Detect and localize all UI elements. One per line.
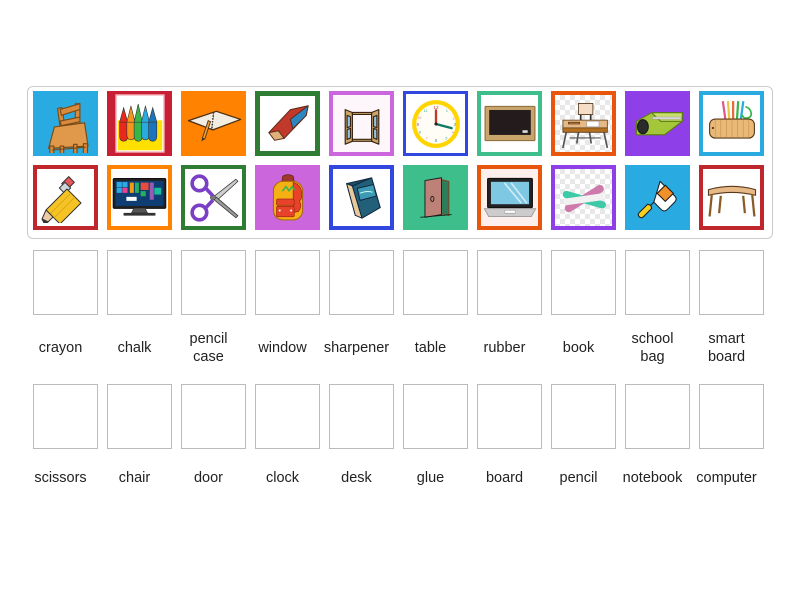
svg-text:5: 5 [445, 136, 447, 140]
svg-text:11: 11 [423, 109, 427, 113]
svg-text:8: 8 [418, 130, 420, 134]
svg-text:2: 2 [452, 116, 454, 120]
svg-text:12: 12 [433, 104, 439, 109]
svg-text:4: 4 [451, 130, 453, 134]
svg-text:1: 1 [445, 109, 447, 113]
svg-text:10: 10 [417, 115, 421, 119]
svg-text:7: 7 [425, 136, 427, 140]
